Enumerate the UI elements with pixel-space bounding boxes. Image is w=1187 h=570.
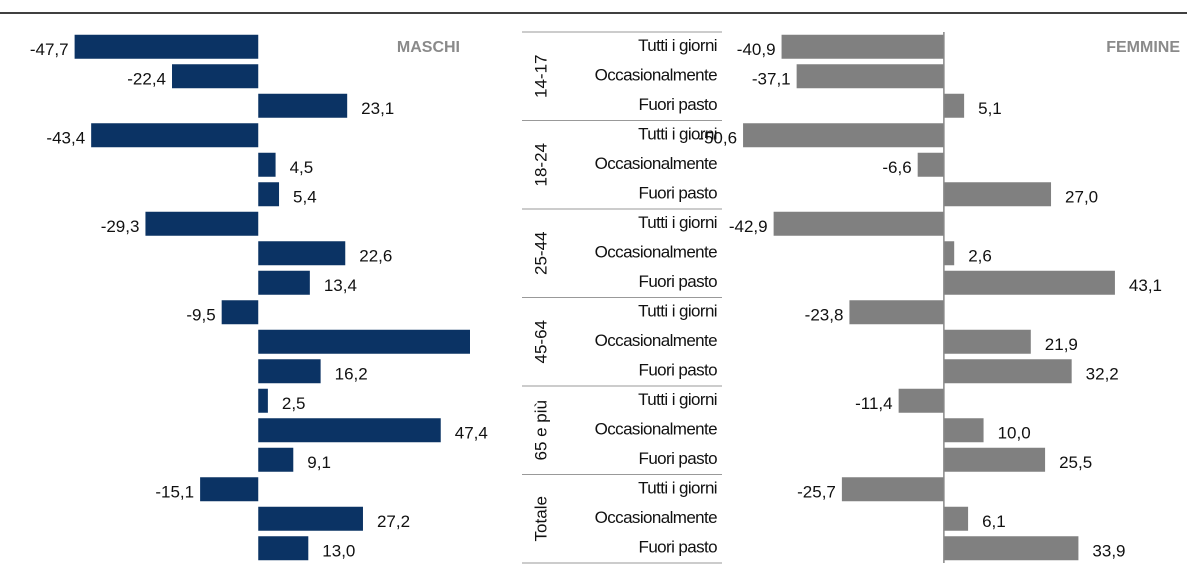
value-label: 2,6	[968, 247, 992, 266]
bar	[172, 64, 259, 89]
value-label: -43,4	[46, 129, 85, 148]
value-label: 27,0	[1065, 188, 1098, 207]
value-label: -9,5	[186, 306, 215, 325]
category-label: Fuori pasto	[639, 95, 718, 114]
category-label: Tutti i giorni	[638, 302, 717, 321]
bar	[221, 300, 259, 325]
value-label: 16,2	[335, 365, 368, 384]
bar	[943, 329, 1031, 354]
value-label: 10,0	[998, 424, 1031, 443]
category-label: Fuori pasto	[639, 184, 718, 203]
value-label: -37,1	[752, 70, 791, 89]
category-label: Fuori pasto	[639, 538, 718, 557]
category-label: Fuori pasto	[639, 449, 718, 468]
value-label: 25,5	[1059, 453, 1092, 472]
bar	[943, 447, 1046, 472]
bar	[796, 64, 944, 89]
category-label: Occasionalmente	[595, 243, 717, 262]
category-label: Occasionalmente	[595, 420, 717, 439]
category-label: Tutti i giorni	[638, 390, 717, 409]
bar	[849, 300, 944, 325]
category-label: Fuori pasto	[639, 361, 718, 380]
bar	[943, 182, 1052, 207]
group-label: 45-64	[531, 320, 550, 363]
value-label: 32,2	[1086, 365, 1119, 384]
category-label: Occasionalmente	[595, 508, 717, 527]
bar	[898, 388, 944, 413]
bar	[200, 477, 259, 502]
value-label: 5,1	[978, 99, 1002, 118]
value-label: 2,5	[282, 394, 306, 413]
value-label: 27,2	[377, 512, 410, 531]
value-label: 5,4	[293, 188, 317, 207]
bar	[943, 418, 984, 443]
bar	[258, 447, 294, 472]
category-label: Tutti i giorni	[638, 213, 717, 232]
value-label: -23,8	[805, 306, 844, 325]
bar	[943, 506, 969, 531]
bar	[145, 211, 259, 236]
value-label: 13,0	[322, 542, 355, 561]
category-label: Tutti i giorni	[638, 479, 717, 498]
category-label: Tutti i giorni	[638, 125, 717, 144]
bar	[781, 34, 944, 59]
bar	[258, 359, 321, 384]
value-label: -50,6	[698, 129, 737, 148]
bar	[943, 93, 965, 118]
value-label: -15,1	[155, 483, 194, 502]
bar	[917, 152, 944, 177]
bar	[91, 123, 259, 148]
group-label: Totale	[531, 496, 550, 541]
bar	[258, 241, 346, 266]
bar	[258, 93, 348, 118]
bar	[258, 329, 470, 354]
bar	[943, 270, 1115, 295]
bar	[258, 270, 310, 295]
value-label: -29,3	[101, 217, 140, 236]
value-label: -25,7	[797, 483, 836, 502]
category-label: Occasionalmente	[595, 331, 717, 350]
value-label: 9,1	[307, 453, 331, 472]
bar	[74, 34, 259, 59]
panel-title: MASCHI	[397, 39, 460, 56]
value-label: -22,4	[127, 70, 166, 89]
value-label: 43,1	[1129, 276, 1162, 295]
value-label: 21,9	[1045, 335, 1078, 354]
value-label: 47,4	[455, 424, 488, 443]
bar	[258, 152, 276, 177]
group-label: 18-24	[531, 143, 550, 186]
bar	[258, 182, 280, 207]
bar	[773, 211, 944, 236]
group-label: 25-44	[531, 232, 550, 275]
value-label: -6,6	[882, 158, 911, 177]
value-label: -47,7	[30, 40, 69, 59]
bar	[943, 359, 1072, 384]
bar	[743, 123, 944, 148]
category-label: Tutti i giorni	[638, 36, 717, 55]
bar	[841, 477, 944, 502]
bar	[943, 536, 1079, 561]
bar	[258, 506, 363, 531]
category-label: Fuori pasto	[639, 272, 718, 291]
value-label: -42,9	[729, 217, 768, 236]
value-label: 23,1	[361, 99, 394, 118]
bar	[258, 388, 268, 413]
panel-title: FEMMINE	[1106, 39, 1180, 56]
bar	[258, 418, 441, 443]
value-label: -11,4	[855, 394, 893, 413]
value-label: 4,5	[290, 158, 314, 177]
bar	[943, 241, 955, 266]
value-label: 6,1	[982, 512, 1006, 531]
value-label: 33,9	[1092, 542, 1125, 561]
group-label: 65 e più	[531, 400, 550, 461]
bar	[258, 536, 309, 561]
category-label: Occasionalmente	[595, 154, 717, 173]
value-label: -40,9	[737, 40, 776, 59]
value-label: 22,6	[359, 247, 392, 266]
category-label: Occasionalmente	[595, 66, 717, 85]
group-label: 14-17	[531, 55, 550, 98]
value-label: 13,4	[324, 276, 357, 295]
